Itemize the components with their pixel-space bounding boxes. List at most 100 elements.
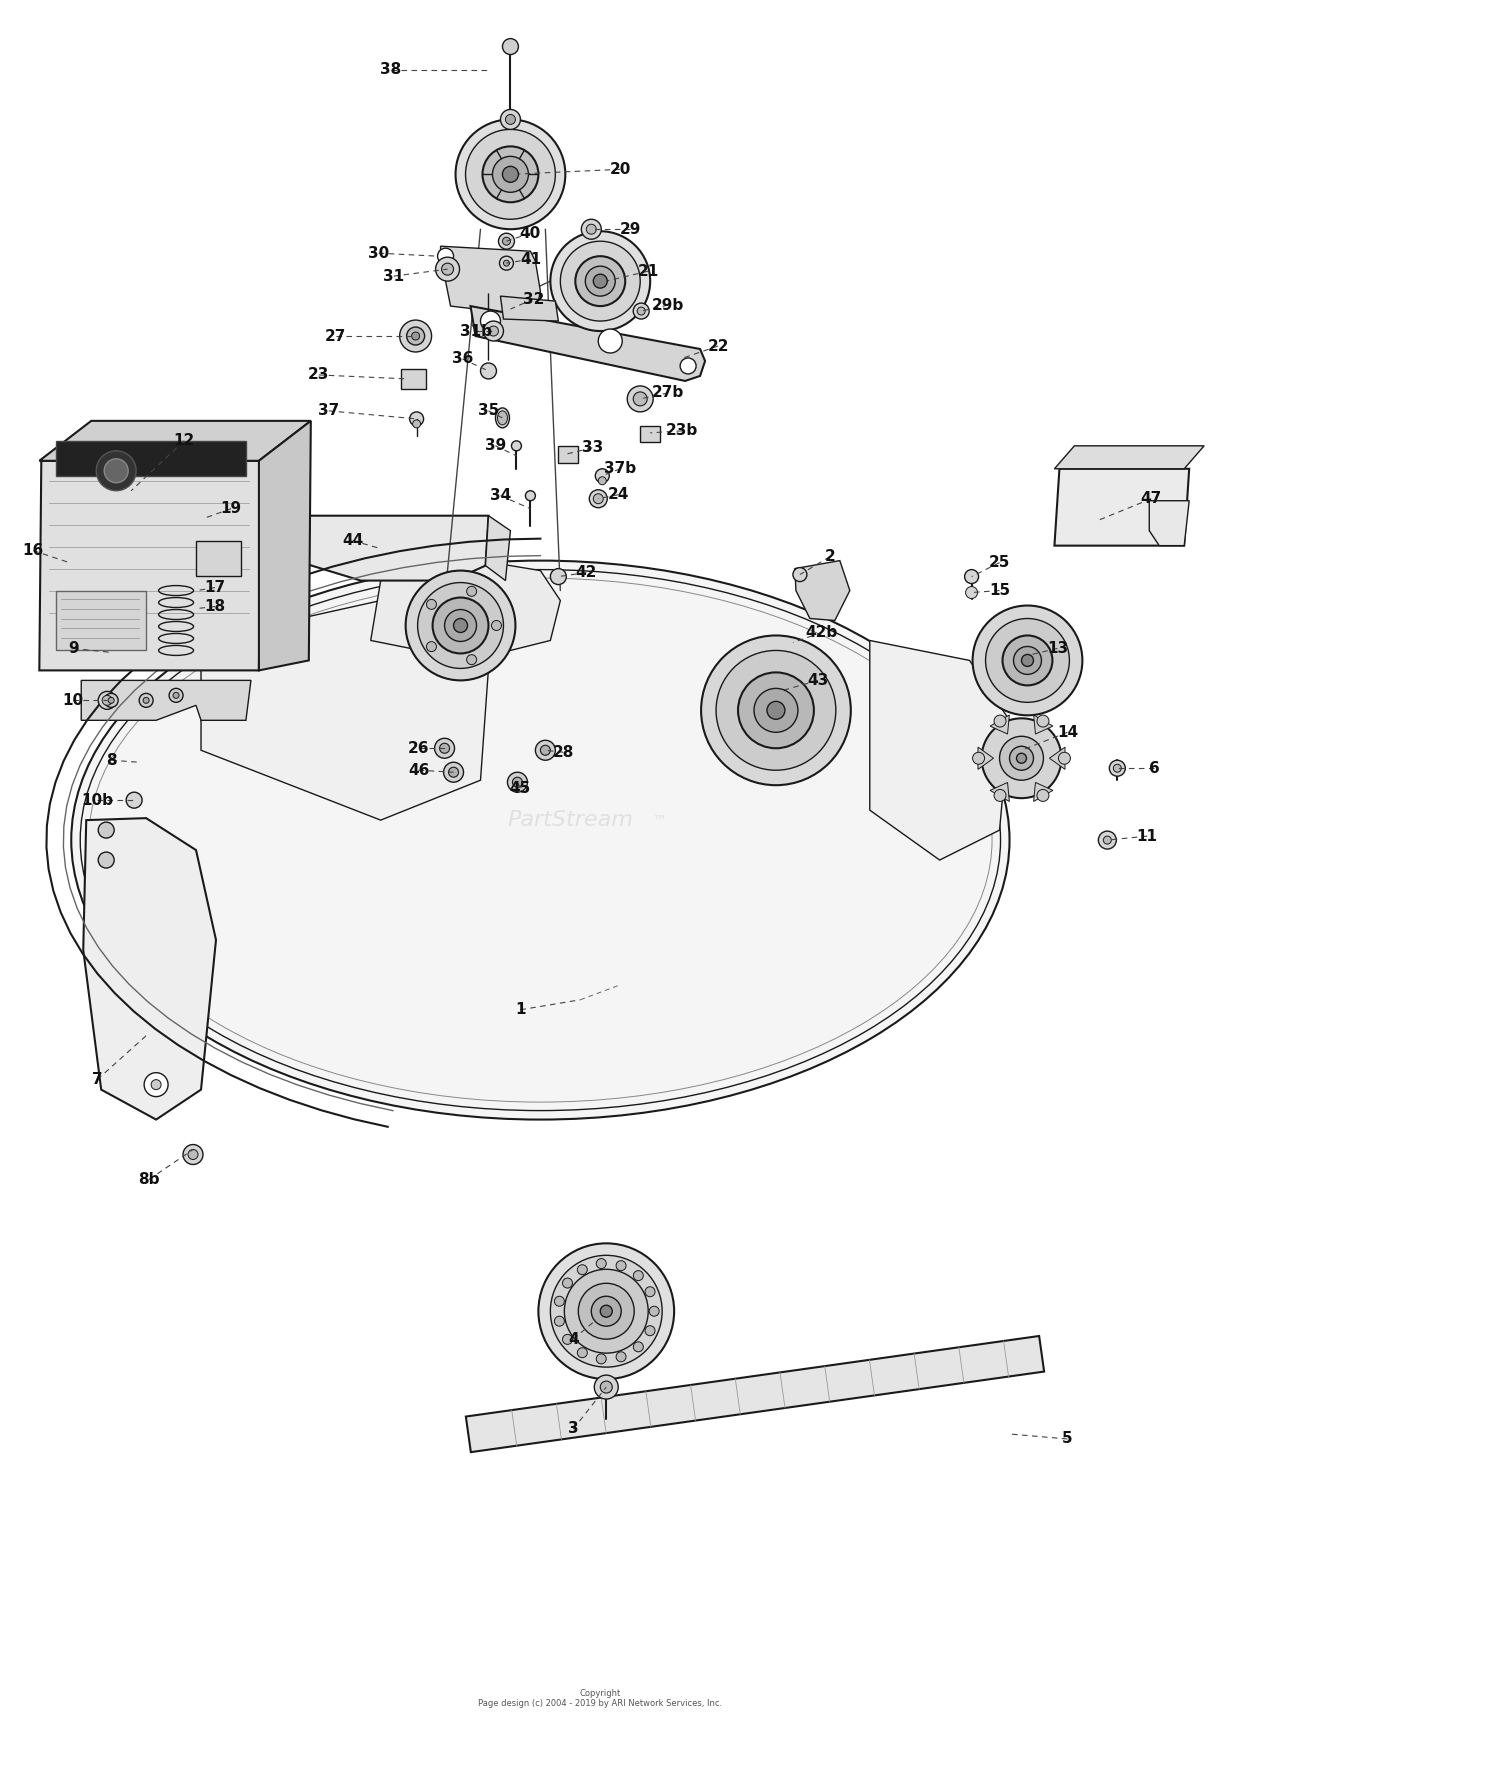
Text: 41: 41: [520, 252, 542, 267]
Circle shape: [555, 1296, 564, 1307]
Polygon shape: [39, 461, 261, 670]
Circle shape: [981, 718, 1062, 798]
Circle shape: [1113, 765, 1122, 772]
Text: 6: 6: [1149, 761, 1160, 775]
Circle shape: [1110, 761, 1125, 777]
Circle shape: [465, 130, 555, 219]
Circle shape: [435, 258, 459, 281]
Circle shape: [438, 249, 453, 265]
Circle shape: [680, 357, 696, 373]
Circle shape: [411, 332, 420, 340]
Polygon shape: [1054, 469, 1190, 546]
Circle shape: [576, 256, 626, 306]
Polygon shape: [990, 782, 1010, 802]
Circle shape: [794, 567, 807, 581]
Circle shape: [525, 491, 536, 501]
Circle shape: [444, 763, 464, 782]
Text: 5: 5: [1062, 1431, 1072, 1447]
Text: 23: 23: [308, 368, 330, 382]
Circle shape: [598, 329, 622, 354]
Circle shape: [1036, 789, 1048, 802]
Circle shape: [633, 302, 650, 318]
Bar: [57, 441, 246, 477]
Circle shape: [650, 1307, 658, 1316]
Circle shape: [590, 489, 608, 509]
Circle shape: [506, 114, 516, 124]
Text: 34: 34: [490, 489, 512, 503]
Circle shape: [432, 597, 489, 654]
Text: 13: 13: [1047, 640, 1068, 656]
Text: 44: 44: [342, 533, 363, 548]
Circle shape: [172, 692, 178, 699]
Text: 14: 14: [1058, 725, 1078, 740]
Text: 12: 12: [174, 434, 195, 448]
Circle shape: [633, 1342, 644, 1351]
Bar: [558, 446, 579, 462]
Bar: [196, 541, 242, 576]
Circle shape: [578, 1348, 588, 1358]
Circle shape: [504, 260, 510, 267]
Circle shape: [96, 452, 136, 491]
Circle shape: [633, 1271, 644, 1280]
Polygon shape: [870, 640, 1010, 861]
Circle shape: [1036, 715, 1048, 727]
Circle shape: [512, 441, 522, 452]
Circle shape: [972, 752, 984, 765]
Text: 46: 46: [408, 763, 429, 777]
Circle shape: [550, 569, 567, 585]
Circle shape: [579, 1284, 634, 1339]
Text: 9: 9: [68, 640, 78, 656]
Text: 23b: 23b: [666, 423, 699, 439]
Text: 32: 32: [522, 292, 544, 306]
Circle shape: [754, 688, 798, 733]
Text: 2: 2: [825, 549, 836, 564]
Text: 17: 17: [204, 580, 225, 596]
Text: 15: 15: [988, 583, 1010, 597]
Circle shape: [102, 695, 112, 706]
Text: ™: ™: [652, 813, 668, 827]
Circle shape: [994, 715, 1006, 727]
Circle shape: [440, 743, 450, 754]
Polygon shape: [201, 601, 490, 820]
Text: 20: 20: [609, 162, 631, 176]
Circle shape: [503, 236, 510, 245]
Circle shape: [540, 745, 550, 756]
Ellipse shape: [72, 560, 1010, 1120]
Text: 3: 3: [568, 1421, 579, 1437]
Circle shape: [586, 224, 597, 235]
Circle shape: [700, 635, 850, 786]
Circle shape: [435, 738, 454, 757]
Circle shape: [501, 110, 520, 130]
Polygon shape: [260, 421, 310, 670]
Circle shape: [466, 587, 477, 596]
Text: 16: 16: [22, 542, 44, 558]
Circle shape: [585, 267, 615, 297]
Circle shape: [594, 1374, 618, 1399]
Text: 31b: 31b: [459, 324, 492, 338]
Circle shape: [492, 156, 528, 192]
Circle shape: [466, 654, 477, 665]
Polygon shape: [279, 516, 489, 581]
Polygon shape: [441, 245, 540, 316]
Circle shape: [456, 119, 566, 229]
Circle shape: [406, 327, 424, 345]
Text: 24: 24: [608, 487, 628, 501]
Circle shape: [480, 311, 501, 331]
Circle shape: [513, 777, 522, 788]
Circle shape: [144, 1072, 168, 1097]
Text: 1: 1: [514, 1003, 525, 1017]
Text: 10: 10: [63, 693, 84, 708]
Circle shape: [596, 469, 609, 484]
Circle shape: [550, 231, 650, 331]
Circle shape: [1002, 635, 1053, 685]
Text: 19: 19: [220, 501, 242, 516]
Circle shape: [104, 693, 118, 708]
Circle shape: [98, 821, 114, 837]
Circle shape: [188, 1150, 198, 1159]
Text: 11: 11: [1137, 829, 1158, 843]
Text: 28: 28: [552, 745, 574, 759]
Polygon shape: [1149, 501, 1190, 546]
Circle shape: [426, 642, 436, 651]
Circle shape: [1014, 647, 1041, 674]
Ellipse shape: [498, 411, 507, 425]
